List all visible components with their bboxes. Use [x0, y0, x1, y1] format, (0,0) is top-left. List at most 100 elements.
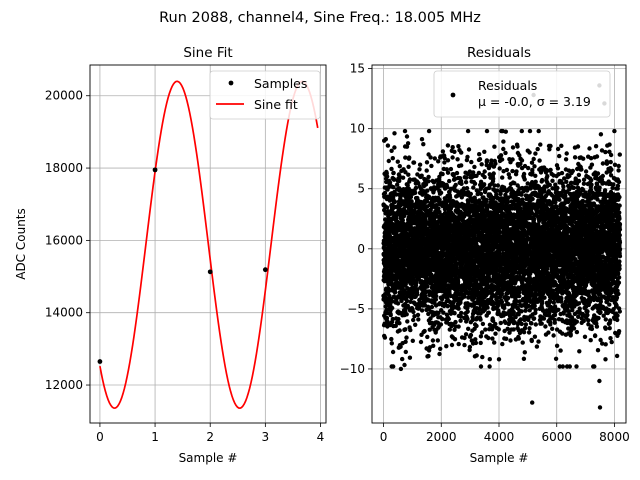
- residual-point: [482, 149, 487, 154]
- residual-point: [406, 172, 411, 177]
- residual-point: [449, 342, 455, 348]
- residual-point: [406, 164, 411, 169]
- sine-fit-xlabel: Sample #: [179, 451, 238, 465]
- residual-point: [424, 168, 429, 173]
- residual-point: [413, 322, 418, 327]
- residual-point: [477, 152, 482, 157]
- residual-point: [403, 349, 408, 355]
- residual-point: [491, 171, 496, 176]
- sine-fit-line: [99, 80, 319, 410]
- residual-point: [484, 128, 490, 134]
- residual-point: [453, 182, 458, 188]
- residual-point: [403, 170, 408, 175]
- residual-point: [425, 284, 430, 289]
- residual-point: [417, 162, 423, 167]
- residual-point: [395, 182, 400, 187]
- residual-point: [500, 341, 505, 347]
- residual-point: [426, 353, 431, 359]
- figure-title: Run 2088, channel4, Sine Freq.: 18.005 M…: [159, 10, 481, 26]
- residual-point: [388, 312, 393, 318]
- residual-point: [503, 129, 508, 134]
- residual-point: [404, 335, 409, 340]
- residual-point: [397, 328, 402, 333]
- residual-point: [403, 155, 408, 160]
- residual-point: [514, 169, 519, 174]
- residual-point: [468, 332, 474, 338]
- residual-point: [390, 299, 395, 304]
- residual-point: [503, 150, 508, 156]
- residual-point: [467, 344, 473, 350]
- residual-point: [389, 341, 394, 346]
- residual-point: [453, 319, 458, 325]
- sample-point: [207, 269, 213, 275]
- residual-point: [426, 128, 432, 134]
- residual-point: [410, 274, 416, 280]
- residual-point: [485, 305, 490, 310]
- residual-point: [392, 199, 398, 204]
- residual-point: [522, 177, 527, 182]
- x-tick-label: 1: [151, 430, 159, 444]
- residual-point: [459, 163, 464, 168]
- residual-point: [391, 185, 396, 190]
- residual-point: [436, 159, 441, 164]
- residual-point: [392, 290, 398, 295]
- residual-point: [411, 160, 417, 165]
- residual-point: [479, 162, 484, 167]
- residual-point: [390, 349, 396, 355]
- residual-point: [459, 150, 464, 155]
- residual-point: [478, 191, 484, 196]
- sine-fit-legend: Samples Sine fit: [209, 70, 321, 120]
- residual-point: [497, 166, 502, 171]
- residual-point: [505, 200, 510, 205]
- residual-point: [405, 141, 411, 146]
- sample-point: [97, 359, 103, 364]
- residual-point: [445, 185, 450, 190]
- residual-point: [407, 155, 412, 160]
- x-tick-label: 3: [262, 430, 270, 444]
- residual-point: [413, 190, 418, 195]
- residual-point: [440, 149, 446, 154]
- residual-point: [421, 142, 426, 147]
- residual-point: [519, 128, 524, 134]
- sample-point: [262, 267, 268, 273]
- residual-point: [395, 159, 400, 164]
- residual-point: [504, 167, 510, 173]
- residual-point: [505, 326, 510, 331]
- y-tick-label: 18000: [45, 161, 83, 175]
- residual-point: [465, 128, 471, 134]
- residual-point: [491, 176, 496, 181]
- residual-point: [413, 185, 419, 191]
- residual-point: [397, 164, 402, 169]
- residual-point: [456, 324, 461, 329]
- residual-point: [493, 321, 498, 327]
- residual-point: [466, 326, 471, 331]
- residual-point: [459, 310, 464, 316]
- residual-point: [496, 327, 501, 332]
- residual-point: [407, 355, 413, 360]
- residual-point: [447, 178, 452, 184]
- residual-point: [414, 292, 420, 297]
- legend-sine-fit-label: Sine fit: [254, 97, 298, 112]
- residual-point: [386, 158, 391, 164]
- residual-point: [474, 353, 479, 358]
- residual-point: [450, 155, 455, 160]
- residual-point: [452, 337, 458, 342]
- residual-point: [478, 334, 484, 339]
- residual-point: [465, 154, 470, 160]
- residual-point: [408, 194, 414, 200]
- residual-point: [384, 205, 390, 210]
- residual-point: [400, 218, 405, 223]
- residual-point: [434, 293, 439, 299]
- residual-point: [517, 293, 522, 299]
- residual-point: [492, 144, 497, 149]
- residual-point: [493, 331, 498, 336]
- residual-point: [476, 170, 482, 176]
- residual-point: [498, 191, 503, 197]
- residual-point: [464, 175, 469, 180]
- residual-point: [397, 178, 402, 184]
- residual-point: [385, 143, 391, 148]
- residual-point: [405, 183, 410, 188]
- residual-point: [499, 157, 505, 162]
- residual-point: [479, 330, 485, 335]
